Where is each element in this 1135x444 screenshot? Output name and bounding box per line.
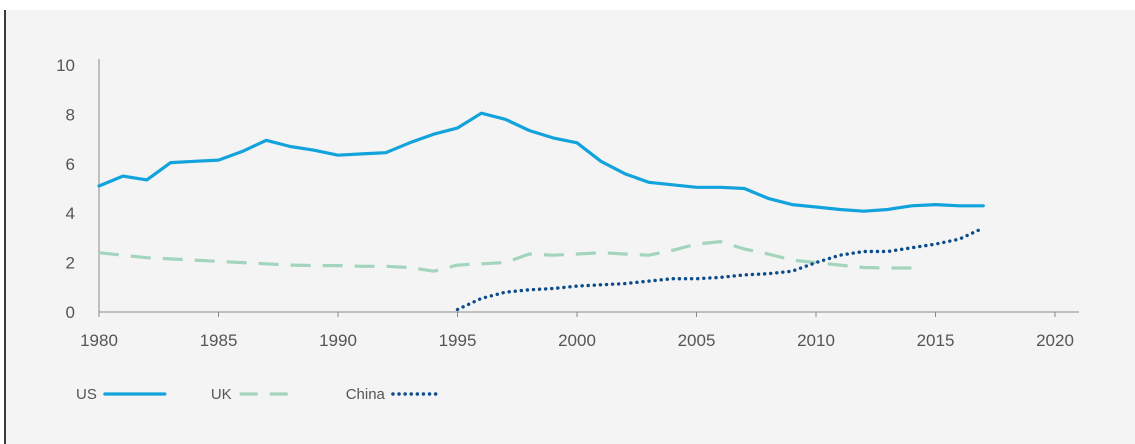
x-tick-label: 2000 [558,331,596,350]
y-tick-label: 6 [66,155,75,174]
y-tick-label: 2 [66,254,75,273]
legend-label: UK [211,386,232,403]
series-line-uk [98,240,912,273]
x-tick-label: 1990 [319,331,357,350]
legend-item-china: China [346,386,443,403]
axes [98,59,1079,313]
legend-label: China [346,386,386,403]
legend-item-uk: UK [211,386,300,403]
x-tick-label: 2010 [797,331,835,350]
x-tick-label: 1980 [80,331,118,350]
series-line-us [97,111,985,213]
series-lines [97,111,985,312]
y-tick-label: 10 [56,56,75,75]
y-axis-ticks: 0 2 4 6 8 10 [56,56,75,322]
y-tick-label: 4 [66,204,75,223]
x-tick-label: 2020 [1036,331,1074,350]
line-chart: 1980 1985 1990 1995 2000 2005 2010 2015 2020 0 2 4… [56,56,1079,403]
legend: US UK China [76,386,443,403]
legend-item-us: US [76,386,167,403]
legend-label: US [76,386,97,403]
x-tick-label: 1995 [439,331,477,350]
x-axis-ticks: 1980 1985 1990 1995 2000 2005 2010 2015 2020 [80,312,1074,350]
series-line-china [455,226,985,312]
chart-panel: 1980 1985 1990 1995 2000 2005 2010 2015 2020 0 2 4… [4,10,1135,444]
x-tick-label: 2015 [917,331,955,350]
y-tick-label: 0 [66,303,75,322]
x-tick-label: 2005 [678,331,716,350]
x-tick-label: 1985 [200,331,238,350]
y-tick-label: 8 [66,105,75,124]
